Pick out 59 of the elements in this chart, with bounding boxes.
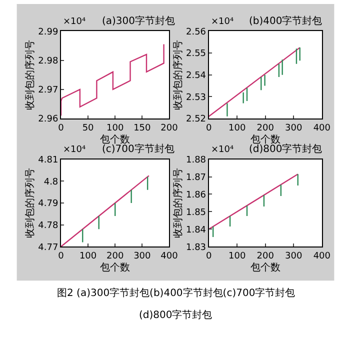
y-tick-label: 1.87	[186, 172, 206, 183]
x-tick-label: 200	[160, 123, 178, 134]
text: ×10⁴	[211, 145, 234, 155]
x-tick-label: 400	[313, 251, 331, 262]
line-series	[60, 44, 164, 116]
chart-title: (d)800字节封包	[249, 143, 322, 155]
x-tick-label: 0	[206, 123, 212, 134]
x-tick-label: 200	[256, 251, 274, 262]
y-tick-label: 4.8	[44, 177, 58, 188]
text: ×10⁴	[211, 17, 234, 27]
x-tick-label: 150	[134, 123, 152, 134]
y-tick-label: 4.79	[38, 199, 58, 210]
y-axis-title: 收到包的序列号	[24, 40, 36, 110]
text: ×10⁴	[63, 17, 86, 27]
y-tick-label: 2.99	[38, 27, 58, 38]
y-tick-label: 2.54	[186, 70, 206, 81]
y-tick-label: 2.55	[186, 49, 206, 60]
y-tick-label: 1.86	[186, 190, 206, 200]
y-tick-label: 1.88	[186, 155, 206, 166]
x-axis-title: 包个数	[250, 133, 280, 146]
y-axis-title: 收到包的序列号	[172, 40, 184, 110]
x-tick-label: 300	[134, 251, 152, 262]
x-tick-label: 0	[206, 251, 212, 262]
chart-title: (b)400字节封包	[249, 15, 322, 27]
y-tick-label: 1.83	[186, 242, 206, 253]
y-tick-label: 4.81	[38, 155, 58, 166]
x-tick-label: 0	[58, 251, 64, 262]
chart-title: (a)300字节封包	[102, 15, 176, 27]
y-axis-title: 收到包的序列号	[172, 168, 184, 238]
text: ×10⁴	[63, 145, 86, 155]
y-tick-label: 1.84	[186, 225, 206, 236]
y-tick-label: 4.77	[38, 242, 58, 253]
x-tick-label: 100	[106, 123, 124, 134]
x-tick-label: 200	[256, 123, 274, 134]
y-tick-label: 2.53	[186, 92, 206, 103]
x-tick-label: 400	[160, 251, 178, 262]
y-tick-label: 1.85	[186, 208, 206, 218]
x-tick-label: 100	[79, 251, 97, 262]
x-tick-label: 300	[285, 123, 302, 134]
text: (d)800字节封包	[139, 309, 212, 321]
y-tick-label: 2.52	[186, 114, 206, 125]
y-tick-label: 2.97	[38, 86, 58, 96]
x-axis-title: 包个数	[100, 133, 130, 146]
y-tick-label: 4.78	[38, 220, 58, 231]
x-axis-title: 包个数	[250, 261, 280, 274]
y-axis-title: 收到包的序列号	[24, 168, 36, 238]
y-tick-label: 2.56	[186, 27, 206, 38]
x-tick-label: 300	[285, 251, 302, 262]
x-axis-title: 包个数	[100, 261, 130, 274]
x-tick-label: 200	[106, 251, 124, 262]
x-tick-label: 50	[82, 123, 94, 134]
x-tick-label: 100	[228, 251, 246, 262]
x-tick-label: 0	[58, 123, 64, 134]
chart-title: (c)700字节封包	[102, 143, 174, 155]
x-tick-label: 100	[228, 123, 246, 134]
x-tick-label: 400	[313, 123, 331, 134]
caption: 图2 (a)300字节封包(b)400字节封包(c)700字节封包	[57, 287, 296, 299]
y-tick-label: 2.98	[38, 56, 58, 66]
y-tick-label: 2.96	[38, 114, 58, 125]
